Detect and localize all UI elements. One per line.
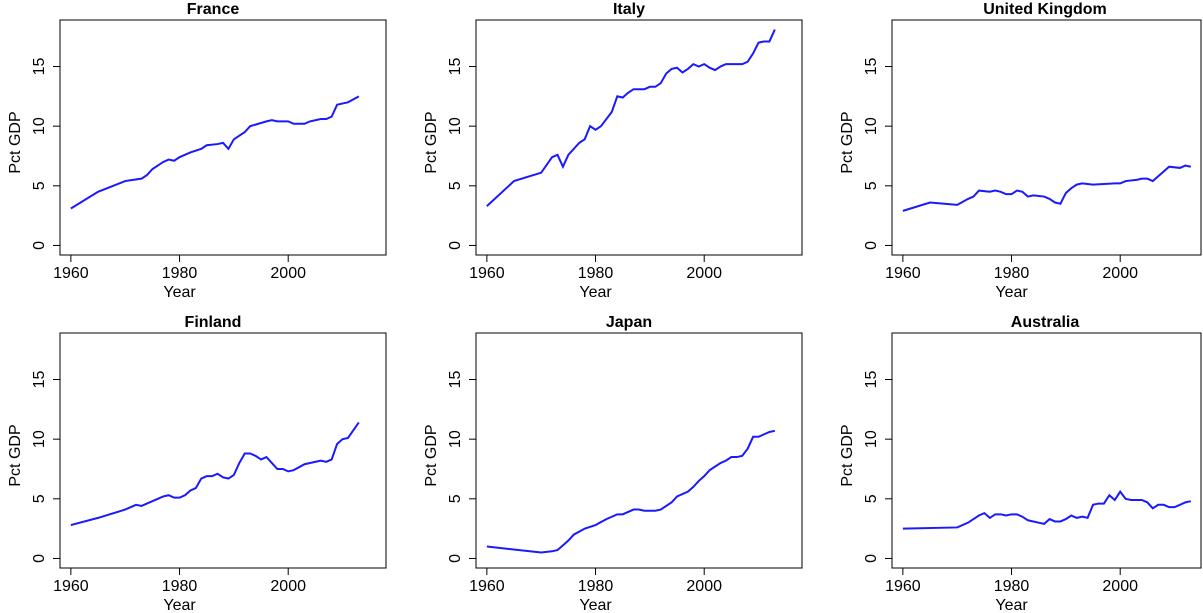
- data-line: [70, 421, 360, 527]
- y-axis-label: Pct GDP: [423, 424, 440, 486]
- panel-title: United Kingdom: [983, 1, 1107, 18]
- y-tick-label: 15: [447, 58, 464, 76]
- y-tick-label: 5: [31, 181, 48, 190]
- plot-frame: [891, 19, 1202, 256]
- x-tick-label: 2000: [270, 265, 306, 282]
- y-tick-label: 0: [863, 241, 880, 250]
- plot-frame: [475, 19, 803, 256]
- x-axis-label: Year: [579, 284, 612, 301]
- plot-frame: [59, 19, 387, 256]
- plot-frame: [891, 332, 1202, 569]
- y-tick-label: 5: [31, 494, 48, 503]
- x-tick-label: 2000: [686, 265, 722, 282]
- y-tick-label: 0: [447, 554, 464, 563]
- plot-frame: [475, 332, 803, 569]
- data-line: [486, 29, 776, 207]
- x-tick-label: 1980: [578, 265, 614, 282]
- plot-frame: [59, 332, 387, 569]
- y-tick-label: 10: [31, 117, 48, 135]
- y-axis-label: Pct GDP: [839, 424, 856, 486]
- y-tick-label: 10: [863, 430, 880, 448]
- y-tick-label: 10: [447, 430, 464, 448]
- y-tick-label: 10: [863, 117, 880, 135]
- y-tick-label: 0: [447, 241, 464, 250]
- x-tick-label: 2000: [1102, 578, 1138, 595]
- panel-title: Japan: [606, 314, 652, 331]
- y-axis-label: Pct GDP: [423, 111, 440, 173]
- x-axis-label: Year: [995, 597, 1028, 613]
- y-tick-label: 5: [863, 494, 880, 503]
- y-axis-label: Pct GDP: [839, 111, 856, 173]
- panel-title: France: [187, 1, 240, 18]
- x-tick-label: 1980: [162, 265, 198, 282]
- x-tick-label: 2000: [686, 578, 722, 595]
- y-tick-label: 0: [863, 554, 880, 563]
- panel-title: Finland: [185, 314, 242, 331]
- data-line: [486, 429, 776, 554]
- x-axis-label: Year: [579, 597, 612, 613]
- x-tick-label: 1960: [469, 265, 505, 282]
- x-tick-label: 1960: [53, 265, 89, 282]
- x-axis-label: Year: [163, 284, 196, 301]
- x-tick-label: 2000: [270, 578, 306, 595]
- y-tick-label: 15: [863, 58, 880, 76]
- y-tick-label: 15: [31, 58, 48, 76]
- x-tick-label: 2000: [1102, 265, 1138, 282]
- y-tick-label: 5: [447, 181, 464, 190]
- data-line: [902, 164, 1192, 212]
- y-tick-label: 5: [447, 494, 464, 503]
- y-tick-label: 10: [447, 117, 464, 135]
- data-line: [902, 489, 1192, 530]
- x-tick-label: 1980: [994, 578, 1030, 595]
- y-axis-label: Pct GDP: [7, 424, 24, 486]
- x-tick-label: 1960: [53, 578, 89, 595]
- x-axis-label: Year: [163, 597, 196, 613]
- panel-title: Australia: [1011, 314, 1080, 331]
- data-line: [70, 95, 360, 210]
- y-axis-label: Pct GDP: [7, 111, 24, 173]
- y-tick-label: 15: [863, 371, 880, 389]
- x-tick-label: 1960: [469, 578, 505, 595]
- y-tick-label: 5: [863, 181, 880, 190]
- y-tick-label: 10: [31, 430, 48, 448]
- x-tick-label: 1980: [994, 265, 1030, 282]
- x-tick-label: 1980: [578, 578, 614, 595]
- y-tick-label: 0: [31, 241, 48, 250]
- x-tick-label: 1960: [885, 265, 921, 282]
- x-tick-label: 1980: [162, 578, 198, 595]
- y-tick-label: 0: [31, 554, 48, 563]
- x-tick-label: 1960: [885, 578, 921, 595]
- x-axis-label: Year: [995, 284, 1028, 301]
- y-tick-label: 15: [31, 371, 48, 389]
- y-tick-label: 15: [447, 371, 464, 389]
- panel-title: Italy: [613, 1, 645, 18]
